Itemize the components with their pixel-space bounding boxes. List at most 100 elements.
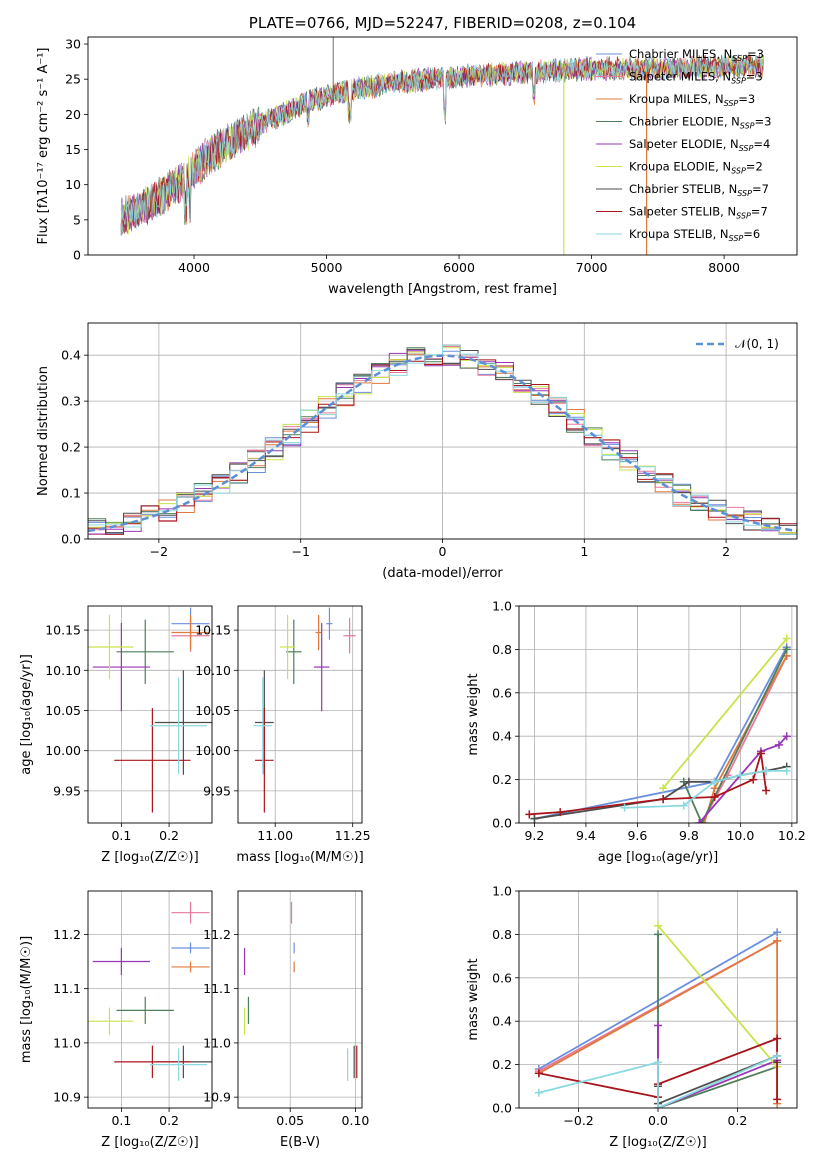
- series-point: [684, 777, 693, 786]
- y-tick-label: 20: [65, 107, 81, 122]
- y-tick-label: 10.9: [53, 1090, 81, 1105]
- y-axis-label: age [log₁₀(age/yr)]: [19, 654, 34, 775]
- legend-entry: Kroupa ELODIE, NSSP=2: [629, 160, 763, 176]
- legend-nssp-sub: SSP: [736, 212, 751, 221]
- legend-nssp-eq: =: [753, 137, 763, 151]
- series-line: [682, 649, 788, 823]
- x-tick-label: 5000: [311, 260, 343, 275]
- legend-label: Salpeter MILES: [629, 70, 715, 84]
- y-tick-label: 30: [65, 37, 81, 52]
- legend-label: Salpeter ELODIE: [629, 137, 723, 151]
- plot-area: [525, 634, 791, 823]
- series-point: [710, 777, 719, 786]
- series-point: [736, 771, 745, 780]
- legend-nssp-eq: =: [743, 227, 753, 241]
- y-axis-label: mass [log₁₀(M/M☉)]: [19, 936, 34, 1063]
- legend-nssp-value: 7: [762, 182, 769, 196]
- legend-nssp-sub: SSP: [739, 144, 754, 153]
- legend-label: Salpeter STELIB: [629, 205, 720, 219]
- x-axis-label: (data-model)/error: [382, 566, 503, 581]
- series-point: [659, 795, 668, 804]
- axes-frame: [87, 36, 798, 256]
- series-point: [530, 814, 539, 823]
- series-point: [654, 921, 662, 930]
- legend-nssp-sub: SSP: [731, 77, 746, 86]
- plot-area: [88, 344, 797, 535]
- legend-nssp-sub: SSP: [732, 54, 747, 63]
- legend-entry: Salpeter STELIB, NSSP=7: [629, 205, 768, 221]
- x-tick-label: 0.10: [342, 1113, 370, 1128]
- legend-nssp-sub: SSP: [731, 167, 746, 176]
- legend-label: Kroupa MILES: [629, 92, 708, 106]
- legend-nssp-sub: SSP: [724, 99, 739, 108]
- legend-nssp-eq: =: [746, 70, 756, 84]
- x-tick-label: 10.0: [726, 828, 754, 843]
- series-point: [782, 645, 791, 654]
- x-tick-label: 6000: [443, 260, 475, 275]
- series-point: [773, 1051, 782, 1060]
- series-point: [762, 766, 771, 775]
- legend-nssp-prefix: , N: [716, 47, 732, 61]
- plot-area: [88, 901, 212, 1081]
- x-tick-label: 0.2: [727, 1113, 747, 1128]
- x-tick-label: 0.05: [276, 1113, 304, 1128]
- x-tick-label: 7000: [576, 260, 608, 275]
- y-axis-label: mass weight: [466, 673, 481, 755]
- legend-nssp-prefix: , N: [708, 92, 724, 106]
- series-point: [659, 784, 668, 793]
- x-tick-label: 4000: [178, 260, 210, 275]
- panel-mass-vs-Z: 0.1 0.2 10.9 11.0 11.1 11.2 Z [log₁₀(Z/Z☉)] mas…: [19, 890, 213, 1150]
- x-axis-label: age [log₁₀(age/yr)]: [598, 850, 719, 865]
- y-tick-label: 10: [65, 177, 81, 192]
- y-tick-label: 0.4: [492, 729, 512, 744]
- legend-nssp-value: 3: [748, 92, 755, 106]
- series-line: [538, 1055, 778, 1108]
- x-tick-label: 9.8: [679, 828, 699, 843]
- y-tick-label: 10.10: [195, 663, 231, 678]
- series-point: [749, 775, 758, 784]
- y-axis-label: mass weight: [466, 958, 481, 1040]
- series-point: [679, 801, 688, 810]
- y-tick-label: 11.1: [203, 981, 231, 996]
- x-tick-label: 11.00: [257, 828, 293, 843]
- y-tick-label: 0.0: [492, 816, 512, 831]
- series-line: [698, 735, 788, 823]
- y-tick-label: 11.0: [53, 1035, 81, 1050]
- panel-mass-vs-ebv: 0.05 0.10 10.9 11.0 11.1 11.2 E(B-V): [203, 890, 370, 1150]
- y-tick-label: 10.10: [45, 663, 81, 678]
- panel-spectrum: 4000 5000 6000 7000 8000 0 5 10 15 20 25 30 waveleng…: [36, 36, 798, 297]
- legend-nssp-prefix: , N: [715, 70, 731, 84]
- series-point: [773, 1095, 782, 1104]
- x-tick-label: 0: [439, 544, 447, 559]
- legend-entry: 𝒩(0, 1): [735, 337, 779, 351]
- series-point: [654, 1021, 662, 1030]
- y-tick-label: 0.4: [492, 1014, 512, 1029]
- x-tick-label: 0.1: [111, 1113, 131, 1128]
- x-axis-label: wavelength [Angstrom, rest frame]: [328, 282, 557, 297]
- normal-curve: [88, 354, 797, 533]
- axes-frame: [237, 605, 363, 824]
- x-axis-label: Z [log₁₀(Z/Z☉)]: [101, 850, 198, 865]
- y-tick-label: 5: [73, 212, 81, 227]
- legend-nssp-eq: =: [747, 47, 757, 61]
- x-tick-label: 0.1: [111, 828, 131, 843]
- y-tick-label: 11.1: [53, 981, 81, 996]
- y-tick-label: 10.00: [45, 743, 81, 758]
- legend-label: Kroupa STELIB: [629, 227, 713, 241]
- x-tick-label: 0.2: [159, 1113, 179, 1128]
- y-tick-label: 25: [65, 72, 81, 87]
- panel-age-vs-mass: 11.00 11.25 9.95 10.00 10.05 10.10 10.15 mass […: [195, 605, 371, 865]
- y-tick-label: 11.2: [203, 927, 231, 942]
- x-tick-label: 0.2: [159, 828, 179, 843]
- y-tick-label: 9.95: [53, 783, 81, 798]
- legend-entry: Kroupa MILES, NSSP=3: [629, 92, 755, 108]
- legend-entry: Chabrier MILES, NSSP=3: [629, 47, 764, 63]
- x-tick-label: −0.2: [563, 1113, 593, 1128]
- y-tick-label: 9.95: [203, 783, 231, 798]
- legend-nssp-prefix: , N: [713, 227, 729, 241]
- series-point: [654, 1058, 662, 1067]
- y-tick-label: 0.1: [61, 486, 81, 501]
- series-point: [700, 819, 709, 823]
- x-tick-label: −1: [291, 544, 309, 559]
